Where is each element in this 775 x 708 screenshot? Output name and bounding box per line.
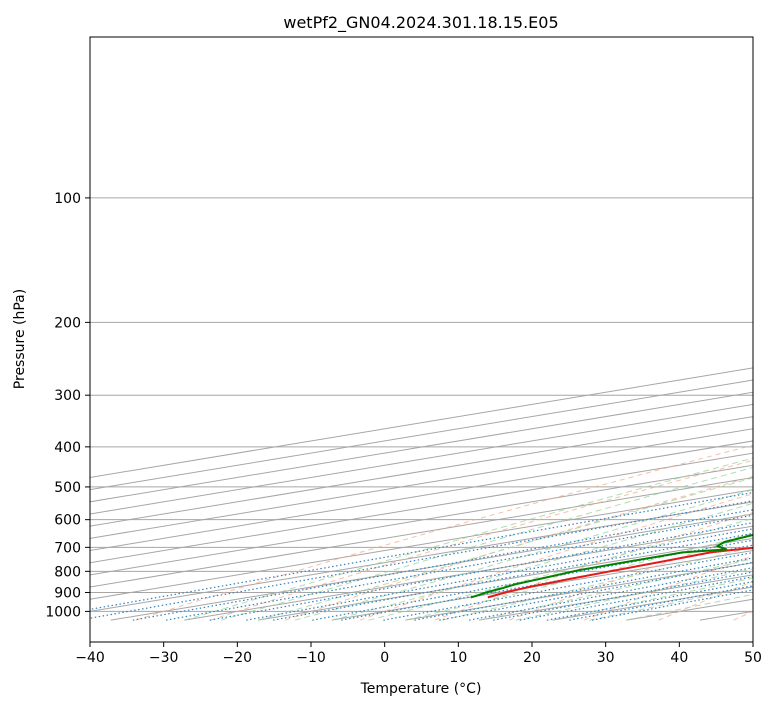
isotherm-line xyxy=(90,464,753,576)
mixing-ratio-line xyxy=(493,571,753,621)
moist-adiabat-line xyxy=(257,477,753,621)
temperature-profile-line xyxy=(487,546,753,599)
axes: −40 −30 −20 −10 0 10 20 30 40 50 100 200 300 400 500 60… xyxy=(45,191,762,666)
mixing-ratio-line xyxy=(569,585,753,621)
moist-adiabat-line xyxy=(589,585,753,621)
isotherm-line xyxy=(90,403,753,515)
chart-title: wetPf2_GN04.2024.301.18.15.E05 xyxy=(283,13,558,33)
x-tick-label: −10 xyxy=(296,650,326,666)
x-tick-label: −30 xyxy=(149,650,179,666)
plot-frame xyxy=(89,36,754,643)
y-tick-label: 100 xyxy=(54,191,81,207)
x-axis-label: Temperature (°C) xyxy=(360,681,482,697)
isotherm-line xyxy=(90,391,753,503)
moist-adiabat-line xyxy=(405,532,753,621)
moist-adiabat-line xyxy=(221,466,753,621)
background-lines xyxy=(90,197,753,621)
mixing-ratio-line xyxy=(519,576,753,621)
y-tick-label: 200 xyxy=(54,315,81,331)
y-tick-label: 500 xyxy=(54,480,81,496)
dry-adiabat-line xyxy=(210,459,753,621)
isotherm-line xyxy=(90,476,753,588)
x-tick-label: 30 xyxy=(597,650,615,666)
x-tick-label: 0 xyxy=(380,650,389,666)
isotherm-line xyxy=(90,489,753,600)
mixing-ratio-line xyxy=(165,514,753,621)
isotherm-line xyxy=(90,367,753,478)
dry-adiabat-line xyxy=(135,444,753,621)
dry-adiabat-line xyxy=(509,532,753,621)
y-tick-label: 900 xyxy=(54,585,81,601)
y-tick-label: 300 xyxy=(54,388,81,404)
mixing-ratio-line xyxy=(209,522,753,621)
y-tick-label: 400 xyxy=(54,440,81,456)
mixing-ratio-line xyxy=(546,581,753,621)
x-tick-label: 20 xyxy=(523,650,541,666)
moist-adiabat-line xyxy=(184,457,753,621)
y-tick-label: 600 xyxy=(54,513,81,529)
y-tick-label: 1000 xyxy=(45,604,81,620)
x-tick-label: −40 xyxy=(75,650,105,666)
moist-adiabat-line xyxy=(552,577,753,621)
isotherm-line xyxy=(110,513,753,621)
dewpoint-profile-line xyxy=(470,533,753,599)
y-tick-label: 700 xyxy=(54,540,81,556)
isotherm-line xyxy=(257,537,753,621)
dry-adiabat-line xyxy=(285,475,753,621)
isotherm-line xyxy=(90,452,753,564)
profile-lines xyxy=(470,533,753,599)
mixing-ratio-line xyxy=(246,528,753,621)
moist-adiabat-line xyxy=(368,517,753,621)
mixing-ratio-line xyxy=(591,589,753,621)
x-tick-label: 50 xyxy=(744,650,762,666)
isotherm-line xyxy=(90,379,753,491)
moist-adiabat-line xyxy=(294,489,753,621)
moist-adiabat-line xyxy=(442,546,753,621)
x-tick-label: 40 xyxy=(670,650,688,666)
x-tick-label: −20 xyxy=(223,650,253,666)
y-axis-label: Pressure (hPa) xyxy=(12,289,28,389)
x-tick-label: 10 xyxy=(449,650,467,666)
isotherm-line xyxy=(184,525,753,621)
moist-adiabat-line xyxy=(478,558,753,621)
mixing-ratio-line xyxy=(132,509,753,621)
y-tick-label: 800 xyxy=(54,564,81,580)
isotherm-line xyxy=(90,440,753,552)
moist-adiabat-line xyxy=(331,502,753,621)
